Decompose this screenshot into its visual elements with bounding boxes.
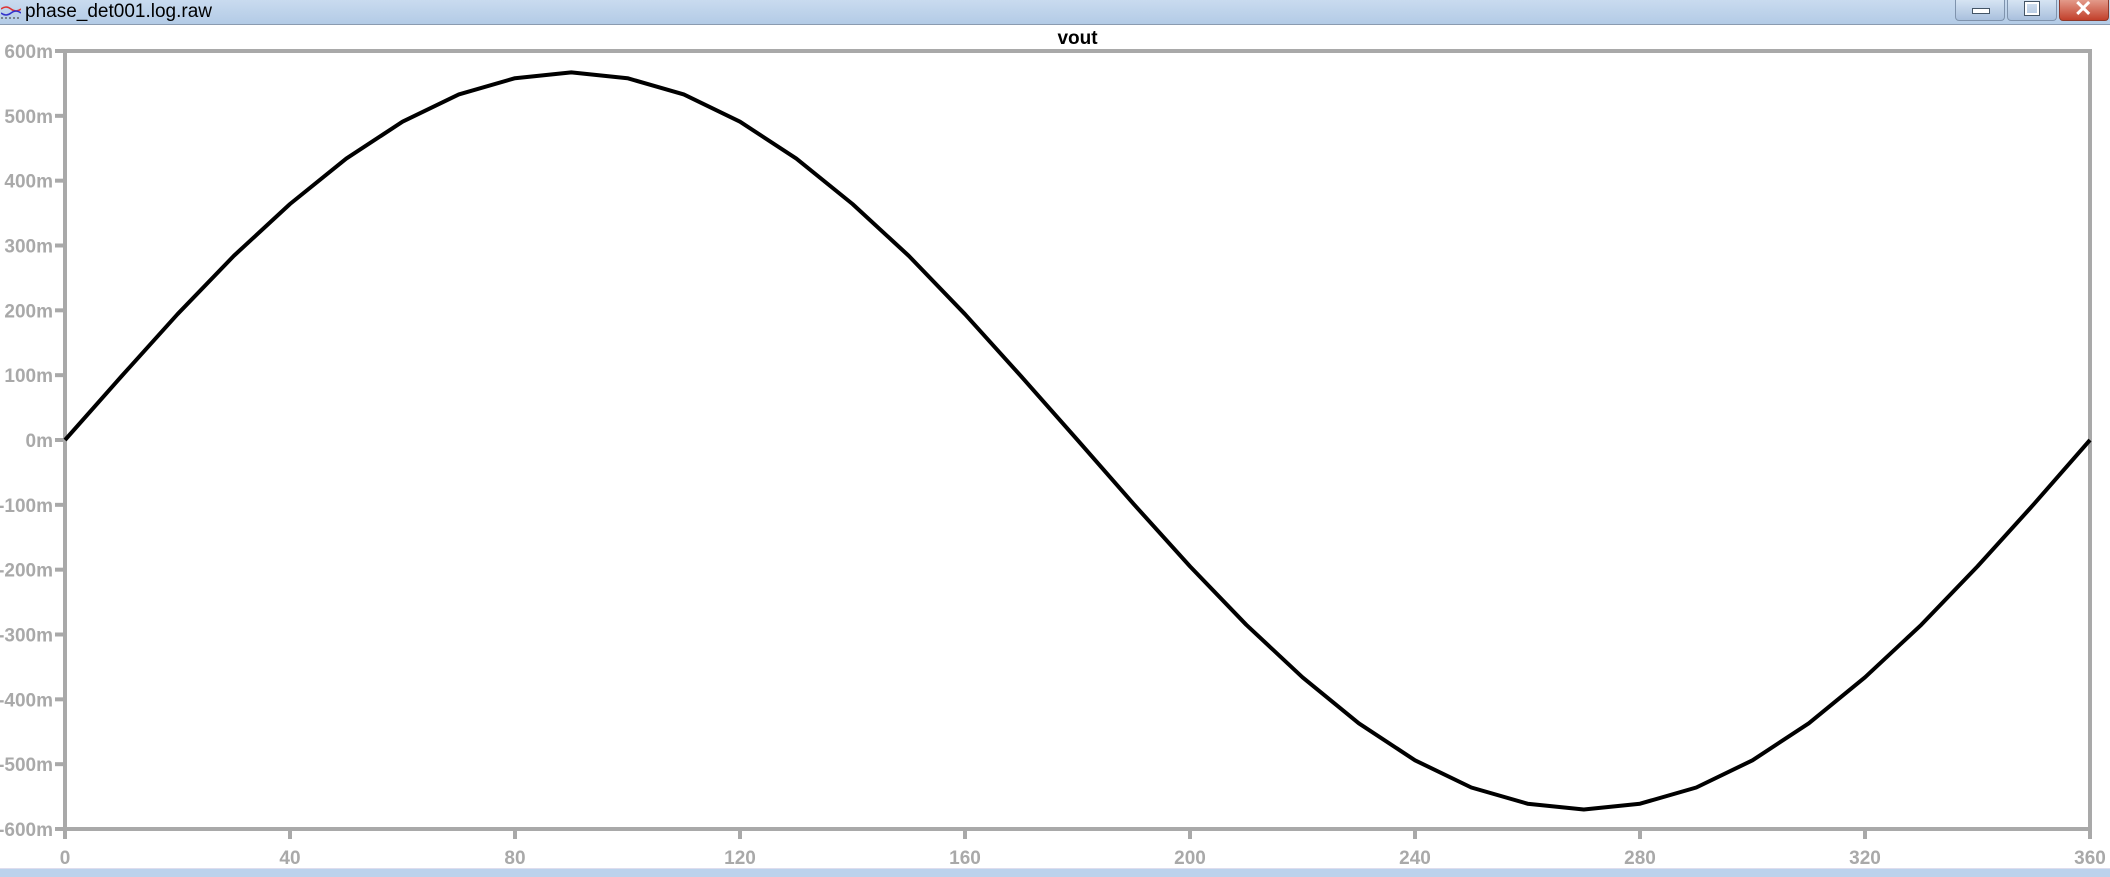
y-tick-label: -400m	[0, 690, 53, 711]
y-tick-label: -100m	[0, 496, 53, 517]
y-tick-label: -600m	[0, 820, 53, 841]
x-tick-label: 360	[2074, 848, 2106, 868]
waveform-app-icon	[1, 6, 21, 19]
waveform-plot: vout 600m 500m 400m 300m 200m 100m 0m -100m -200m…	[0, 28, 2106, 868]
close-button[interactable]: ✕	[2059, 0, 2109, 21]
window-titlebar: phase_det001.log.raw ✕	[0, 0, 2110, 25]
x-tick-label: 280	[1624, 848, 1656, 868]
plot-title: vout	[1057, 28, 1098, 49]
x-tick-label: 240	[1399, 848, 1431, 868]
close-icon: ✕	[2074, 0, 2093, 21]
y-tick-label: 300m	[4, 237, 53, 258]
maximize-button[interactable]	[2007, 0, 2057, 21]
y-tick-label: 400m	[4, 172, 53, 193]
y-tick-label: 0m	[26, 431, 53, 452]
y-tick-label: -200m	[0, 561, 53, 582]
minimize-icon	[1972, 8, 1990, 14]
y-tick-label: -500m	[0, 755, 53, 776]
y-tick-label: -300m	[0, 626, 53, 647]
x-tick-label: 120	[724, 848, 756, 868]
y-tick-label: 100m	[4, 366, 53, 387]
x-tick-label: 320	[1849, 848, 1881, 868]
x-tick-label: 200	[1174, 848, 1206, 868]
x-tick-label: 40	[279, 848, 300, 868]
minimize-button[interactable]	[1955, 0, 2005, 21]
x-tick-label: 160	[949, 848, 981, 868]
window-title: phase_det001.log.raw	[25, 1, 212, 22]
series-line-vout	[63, 70, 2092, 812]
status-strip	[0, 868, 2110, 877]
x-tick-label: 0	[60, 848, 71, 868]
maximize-icon	[2024, 1, 2040, 16]
x-tick-label: 80	[504, 848, 525, 868]
y-tick-label: 200m	[4, 301, 53, 322]
y-tick-label: 600m	[4, 42, 53, 63]
y-tick-label: 500m	[4, 107, 53, 128]
